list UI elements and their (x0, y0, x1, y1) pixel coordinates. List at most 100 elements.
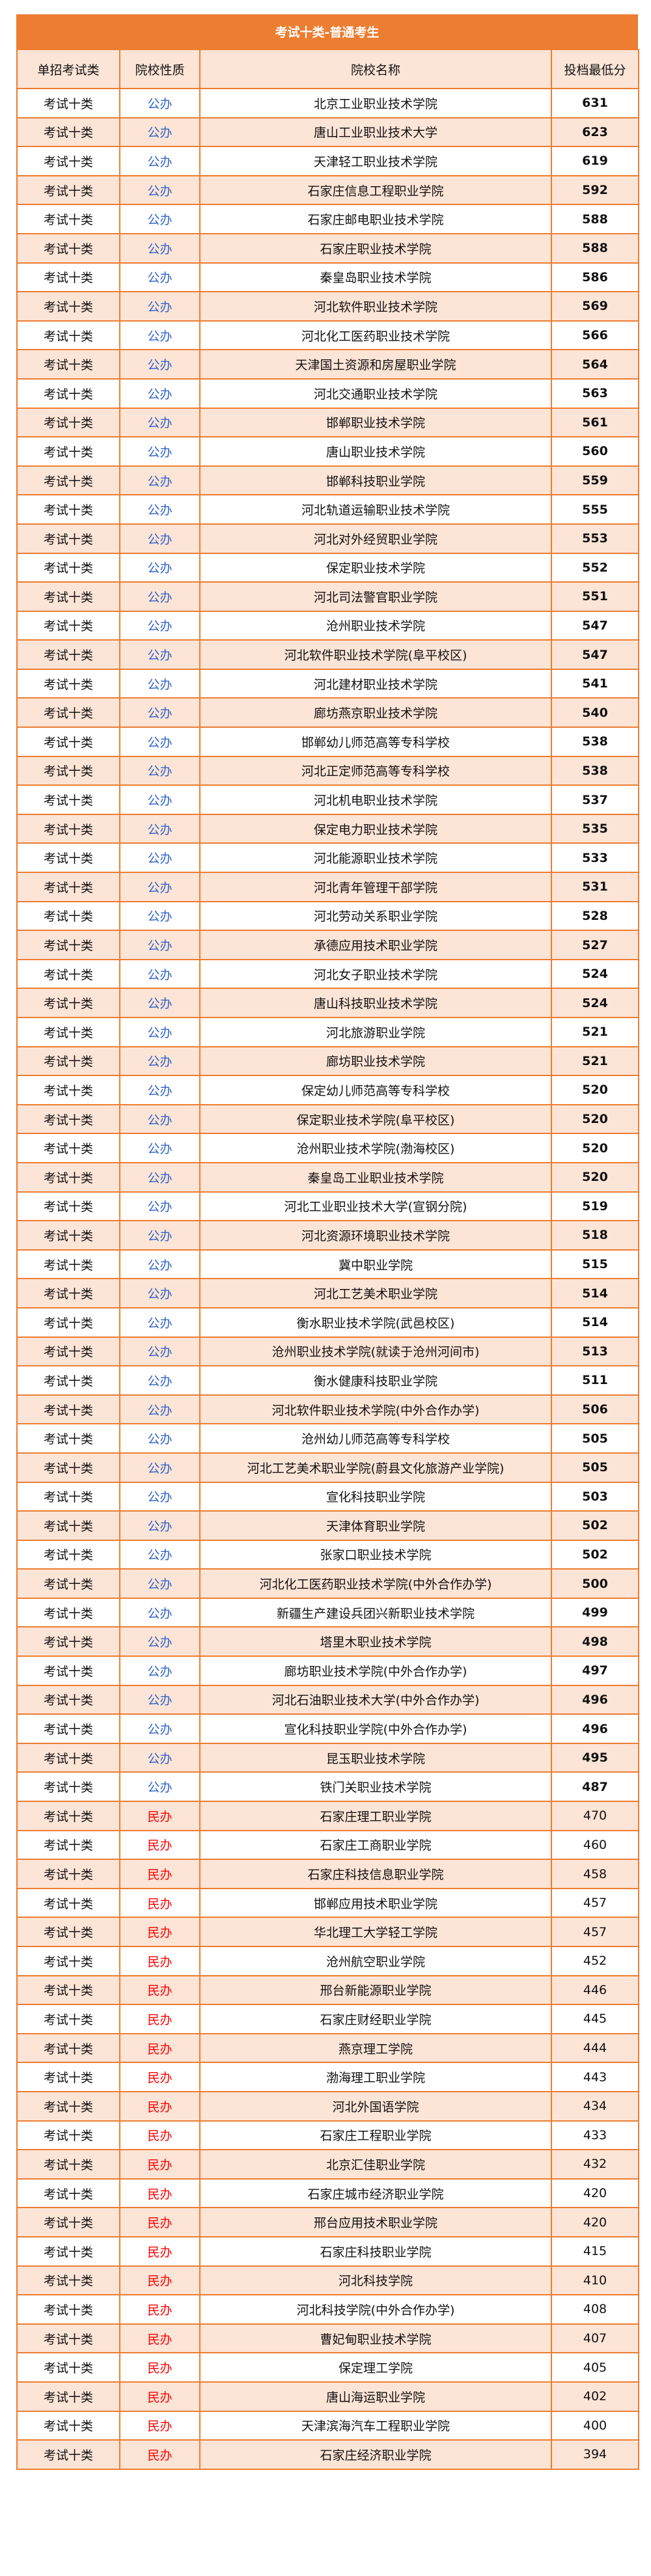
cell-exam-category: 考试十类 (16, 552, 120, 583)
cell-school-name: 曹妃甸职业技术学院 (199, 2323, 552, 2354)
cell-min-score: 592 (551, 174, 639, 206)
table-row: 考试十类 公办 河北软件职业技术学院(阜平校区) 547 (16, 639, 639, 670)
cell-school-type: 民办 (119, 2207, 201, 2237)
cell-school-type: 民办 (119, 2439, 201, 2470)
cell-min-score: 457 (551, 1917, 639, 1947)
cell-school-name: 石家庄理工职业学院 (199, 1801, 552, 1831)
cell-school-name: 宣化科技职业学院(中外合作办学) (199, 1713, 552, 1744)
cell-min-score: 520 (551, 1103, 639, 1135)
cell-school-name: 渤海理工职业学院 (199, 2062, 552, 2092)
table-row: 考试十类 公办 天津体育职业学院 502 (16, 1510, 639, 1541)
cell-school-name: 保定理工学院 (199, 2352, 552, 2383)
table-row: 考试十类 公办 唐山工业职业技术大学 623 (16, 117, 639, 148)
cell-school-name: 河北交通职业技术学院 (199, 378, 552, 409)
cell-school-type: 民办 (119, 2178, 201, 2209)
cell-exam-category: 考试十类 (16, 1684, 120, 1715)
cell-school-type: 公办 (119, 378, 201, 409)
cell-school-type: 民办 (119, 1801, 201, 1831)
cell-school-type: 公办 (119, 1365, 201, 1396)
cell-school-name: 河北工艺美术职业学院(蔚县文化旅游产业学院) (199, 1452, 552, 1483)
cell-school-name: 石家庄工程职业学院 (199, 2120, 552, 2151)
cell-school-name: 河北正定师范高等专科学校 (199, 755, 552, 786)
cell-exam-category: 考试十类 (16, 1307, 120, 1338)
cell-min-score: 547 (551, 639, 639, 670)
table-row: 考试十类 民办 石家庄城市经济职业学院 420 (16, 2178, 639, 2209)
cell-exam-category: 考试十类 (16, 842, 120, 874)
cell-exam-category: 考试十类 (16, 2265, 120, 2296)
cell-exam-category: 考试十类 (16, 2062, 120, 2092)
cell-min-score: 498 (551, 1626, 639, 1657)
table-row: 考试十类 公办 河北青年管理干部学院 531 (16, 872, 639, 902)
table-row: 考试十类 民办 保定理工学院 405 (16, 2352, 639, 2383)
cell-min-score: 415 (551, 2236, 639, 2267)
cell-min-score: 445 (551, 2004, 639, 2034)
cell-exam-category: 考试十类 (16, 349, 120, 380)
header-school-type: 院校性质 (119, 49, 201, 89)
table-row: 考试十类 公办 邯郸幼儿师范高等专科学校 538 (16, 727, 639, 757)
cell-school-name: 河北化工医药职业技术学院 (199, 320, 552, 351)
cell-school-name: 廊坊职业技术学院(中外合作办学) (199, 1655, 552, 1686)
cell-school-type: 民办 (119, 2410, 201, 2441)
table-row: 考试十类 民办 石家庄科技职业学院 415 (16, 2236, 639, 2267)
table-row: 考试十类 公办 昆玉职业技术学院 495 (16, 1742, 639, 1773)
cell-school-type: 民办 (119, 2032, 201, 2064)
table-row: 考试十类 公办 河北工艺美术职业学院 514 (16, 1278, 639, 1309)
cell-school-name: 河北机电职业技术学院 (199, 784, 552, 815)
cell-school-type: 公办 (119, 1191, 201, 1222)
cell-school-name: 沧州航空职业学院 (199, 1946, 552, 1976)
cell-school-name: 秦皇岛职业技术学院 (199, 262, 552, 293)
cell-school-type: 民办 (119, 2004, 201, 2034)
table-row: 考试十类 民办 石家庄科技信息职业学院 458 (16, 1859, 639, 1889)
cell-school-type: 公办 (119, 1075, 201, 1105)
cell-min-score: 513 (551, 1336, 639, 1367)
cell-school-type: 公办 (119, 1713, 201, 1744)
cell-school-type: 公办 (119, 1307, 201, 1338)
cell-school-type: 公办 (119, 813, 201, 844)
header-min-score: 投档最低分 (551, 49, 639, 89)
cell-min-score: 505 (551, 1452, 639, 1483)
cell-exam-category: 考试十类 (16, 1539, 120, 1570)
table-row: 考试十类 公办 唐山职业技术学院 560 (16, 436, 639, 467)
cell-exam-category: 考试十类 (16, 1452, 120, 1483)
table-row: 考试十类 民办 唐山海运职业学院 402 (16, 2381, 639, 2412)
table-row: 考试十类 公办 保定幼儿师范高等专科学校 520 (16, 1075, 639, 1105)
cell-school-name: 邯郸应用技术职业学院 (199, 1887, 552, 1918)
table-row: 考试十类 公办 河北正定师范高等专科学校 538 (16, 755, 639, 786)
cell-min-score: 569 (551, 291, 639, 322)
cell-school-name: 河北女子职业技术学院 (199, 958, 552, 990)
cell-school-name: 石家庄城市经济职业学院 (199, 2178, 552, 2209)
cell-min-score: 460 (551, 1829, 639, 1861)
cell-school-name: 河北能源职业技术学院 (199, 842, 552, 874)
cell-min-score: 521 (551, 1017, 639, 1047)
cell-school-name: 昆玉职业技术学院 (199, 1742, 552, 1773)
table-row: 考试十类 公办 保定电力职业技术学院 535 (16, 813, 639, 844)
cell-school-name: 河北资源环境职业技术学院 (199, 1220, 552, 1251)
table-row: 考试十类 民办 河北科技学院(中外合作办学) 408 (16, 2294, 639, 2325)
cell-min-score: 502 (551, 1510, 639, 1541)
table-row: 考试十类 公办 唐山科技职业技术学院 524 (16, 988, 639, 1018)
cell-school-name: 保定幼儿师范高等专科学校 (199, 1075, 552, 1105)
cell-exam-category: 考试十类 (16, 1974, 120, 2006)
table-row: 考试十类 公办 石家庄邮电职业技术学院 588 (16, 204, 639, 234)
cell-school-name: 天津国土资源和房屋职业学院 (199, 349, 552, 380)
table-row: 考试十类 民办 石家庄工商职业学院 460 (16, 1829, 639, 1861)
cell-min-score: 619 (551, 146, 639, 176)
cell-exam-category: 考试十类 (16, 958, 120, 990)
cell-exam-category: 考试十类 (16, 1161, 120, 1193)
cell-school-type: 公办 (119, 1626, 201, 1657)
cell-school-type: 公办 (119, 1394, 201, 1425)
cell-exam-category: 考试十类 (16, 88, 120, 118)
cell-school-type: 公办 (119, 1539, 201, 1570)
table-row: 考试十类 公办 廊坊职业技术学院 521 (16, 1046, 639, 1077)
table-row: 考试十类 公办 廊坊燕京职业技术学院 540 (16, 697, 639, 728)
cell-school-type: 公办 (119, 174, 201, 206)
table-row: 考试十类 公办 河北轨道运输职业技术学院 555 (16, 494, 639, 525)
cell-min-score: 564 (551, 349, 639, 380)
cell-min-score: 559 (551, 465, 639, 496)
cell-min-score: 408 (551, 2294, 639, 2325)
cell-min-score: 560 (551, 436, 639, 467)
cell-school-type: 公办 (119, 872, 201, 902)
cell-exam-category: 考试十类 (16, 813, 120, 844)
cell-school-name: 天津轻工职业技术学院 (199, 146, 552, 176)
cell-min-score: 515 (551, 1249, 639, 1280)
